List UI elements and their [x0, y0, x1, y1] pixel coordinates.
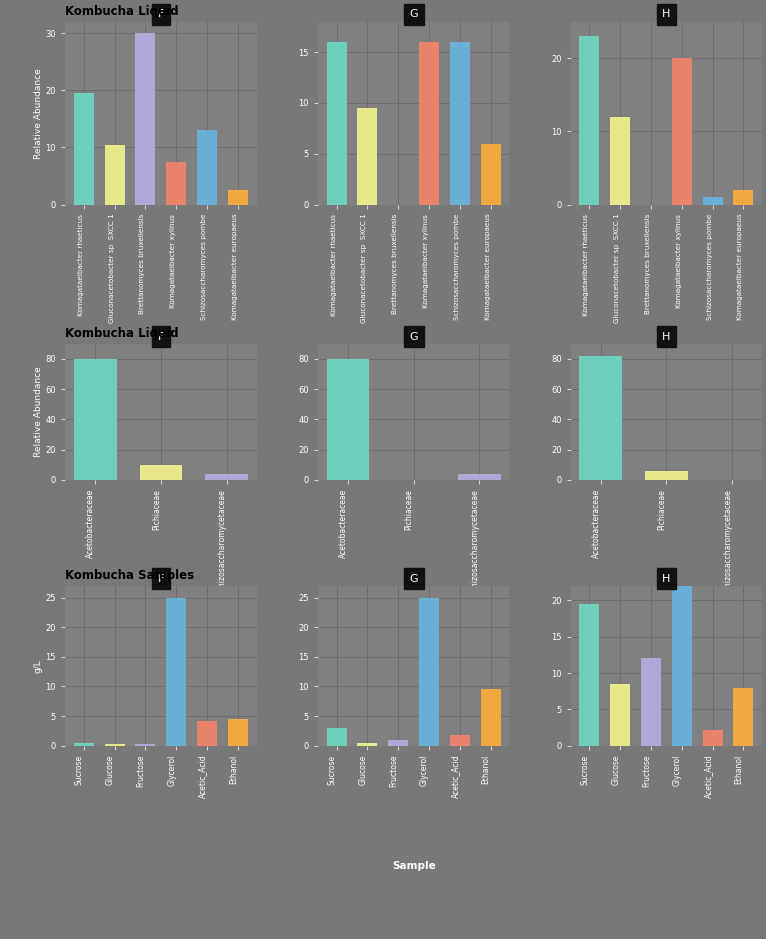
- X-axis label: Sample: Sample: [391, 407, 436, 417]
- Text: Kombucha Liquid: Kombucha Liquid: [65, 327, 178, 340]
- Bar: [358, 743, 378, 746]
- Title: H: H: [663, 574, 670, 584]
- Bar: [579, 356, 622, 480]
- Bar: [205, 474, 248, 480]
- Bar: [326, 42, 347, 205]
- Y-axis label: Relative Abundance: Relative Abundance: [34, 68, 43, 159]
- Bar: [136, 744, 155, 746]
- Bar: [579, 37, 600, 205]
- Bar: [480, 144, 501, 205]
- Bar: [611, 116, 630, 205]
- X-axis label: Sample: Sample: [391, 664, 436, 674]
- Bar: [166, 162, 186, 205]
- Bar: [74, 743, 94, 746]
- Bar: [197, 131, 217, 205]
- Bar: [105, 744, 125, 746]
- Bar: [672, 58, 692, 205]
- Bar: [139, 465, 182, 480]
- Y-axis label: g/L: g/L: [34, 659, 43, 672]
- Bar: [419, 42, 439, 205]
- Y-axis label: Relative Abundance: Relative Abundance: [34, 366, 43, 457]
- Title: F: F: [158, 331, 164, 342]
- Bar: [166, 598, 186, 746]
- Bar: [228, 191, 248, 205]
- Bar: [645, 470, 688, 480]
- Bar: [450, 735, 470, 746]
- Bar: [326, 728, 347, 746]
- Title: H: H: [663, 9, 670, 20]
- Text: Kombucha Liquid: Kombucha Liquid: [65, 5, 178, 18]
- Title: G: G: [409, 574, 418, 584]
- Title: F: F: [158, 9, 164, 20]
- Bar: [419, 598, 439, 746]
- Bar: [641, 658, 661, 746]
- Title: G: G: [409, 9, 418, 20]
- Bar: [579, 604, 600, 746]
- Title: F: F: [158, 574, 164, 584]
- Bar: [672, 564, 692, 746]
- Bar: [228, 719, 248, 746]
- Bar: [611, 684, 630, 746]
- Bar: [733, 687, 754, 746]
- Bar: [326, 359, 369, 480]
- Bar: [136, 33, 155, 205]
- Bar: [733, 190, 754, 205]
- Bar: [388, 740, 408, 746]
- Bar: [197, 721, 217, 746]
- Bar: [74, 93, 94, 205]
- Bar: [458, 474, 501, 480]
- Text: Kombucha Samples: Kombucha Samples: [65, 569, 195, 582]
- Bar: [702, 197, 722, 205]
- Bar: [74, 359, 116, 480]
- Title: G: G: [409, 331, 418, 342]
- Bar: [702, 730, 722, 746]
- Title: H: H: [663, 331, 670, 342]
- Bar: [480, 689, 501, 746]
- Bar: [105, 145, 125, 205]
- X-axis label: Sample: Sample: [391, 861, 436, 870]
- Bar: [450, 42, 470, 205]
- Bar: [358, 108, 378, 205]
